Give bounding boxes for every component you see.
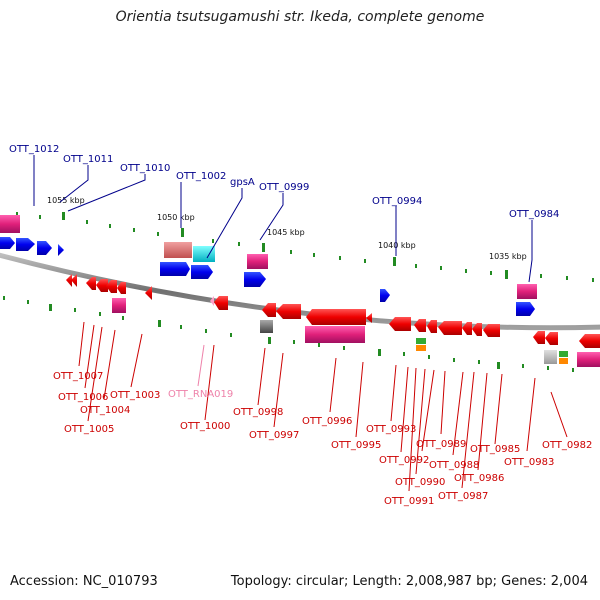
gene-label[interactable]: OTT_0994 — [372, 196, 422, 207]
gene-label[interactable]: OTT_0983 — [504, 457, 554, 468]
kbp-label: 1040 kbp — [378, 241, 416, 250]
reverse-gene[interactable] — [579, 334, 600, 348]
tick-marks-outer — [16, 212, 594, 282]
rna-feature[interactable] — [210, 296, 214, 306]
gene-label[interactable]: OTT_0992 — [379, 455, 429, 466]
gene-label[interactable]: OTT_0988 — [429, 460, 479, 471]
gene-label[interactable]: OTT_RNA019 — [168, 389, 233, 400]
kbp-label: 1045 kbp — [267, 228, 305, 237]
reverse-gene[interactable] — [262, 303, 276, 317]
pseudogene-feature[interactable] — [305, 326, 365, 343]
pseudogene-feature[interactable] — [517, 284, 537, 299]
reverse-gene[interactable] — [214, 296, 228, 310]
gene-label[interactable]: OTT_1004 — [80, 405, 130, 416]
reverse-gene[interactable] — [438, 321, 462, 335]
gene-label[interactable]: OTT_0991 — [384, 496, 434, 507]
trna-feature[interactable] — [193, 246, 215, 262]
reverse-gene[interactable] — [86, 277, 96, 290]
reverse-gene[interactable] — [66, 274, 72, 287]
reverse-gene[interactable] — [117, 282, 126, 294]
reverse-gene-labels: OTT_1007 OTT_1006 OTT_1005 OTT_1004 OTT_… — [53, 371, 592, 507]
kbp-label: 1050 kbp — [157, 213, 195, 222]
reverse-gene[interactable] — [96, 279, 108, 292]
reverse-gene[interactable] — [462, 322, 472, 335]
gene-label[interactable]: OTT_0995 — [331, 440, 381, 451]
gene-label[interactable]: OTT_1003 — [110, 390, 160, 401]
forward-gene[interactable] — [37, 241, 52, 255]
forward-gene[interactable] — [380, 289, 390, 302]
gene-label[interactable]: OTT_0999 — [259, 182, 309, 193]
gene-label[interactable]: OTT_1010 — [120, 163, 170, 174]
gene-label[interactable]: OTT_1006 — [58, 392, 108, 403]
reverse-features — [66, 274, 600, 367]
rna-leader-line — [197, 344, 205, 387]
gene-label[interactable]: OTT_0990 — [395, 477, 445, 488]
reverse-gene[interactable] — [106, 280, 117, 293]
gene-label[interactable]: OTT_1002 — [176, 171, 226, 182]
gene-label[interactable]: OTT_0993 — [366, 424, 416, 435]
reverse-gene[interactable] — [533, 331, 545, 344]
gene-label[interactable]: OTT_1007 — [53, 371, 103, 382]
reverse-gene[interactable] — [427, 320, 437, 333]
tick-marks-inner — [3, 296, 574, 372]
gene-label[interactable]: OTT_0998 — [233, 407, 283, 418]
gene-label[interactable]: OTT_1012 — [9, 144, 59, 155]
forward-gene[interactable] — [160, 262, 190, 276]
gene-label[interactable]: OTT_0997 — [249, 430, 299, 441]
gene-label[interactable]: OTT_1005 — [64, 424, 114, 435]
accession-text: Accession: NC_010793 — [10, 574, 158, 589]
reverse-gene[interactable] — [306, 309, 366, 325]
forward-features — [0, 215, 537, 316]
gene-label[interactable]: OTT_0986 — [454, 473, 504, 484]
reverse-gene[interactable] — [389, 317, 411, 331]
gene-label[interactable]: OTT_1000 — [180, 421, 230, 432]
forward-gene[interactable] — [58, 244, 64, 256]
pseudogene-feature[interactable] — [577, 352, 600, 367]
topology-text: Topology: circular; Length: 2,008,987 bp… — [230, 574, 588, 589]
rrna-feature[interactable] — [164, 242, 192, 258]
kbp-label: 1055 kbp — [47, 196, 85, 205]
forward-gene[interactable] — [16, 238, 35, 251]
other-feature[interactable] — [260, 320, 273, 333]
pseudogene-feature[interactable] — [0, 215, 20, 233]
other-feature[interactable] — [559, 358, 568, 364]
other-feature[interactable] — [416, 338, 426, 344]
reverse-gene[interactable] — [483, 324, 500, 337]
reverse-gene[interactable] — [145, 286, 152, 300]
reverse-gene[interactable] — [545, 332, 558, 345]
forward-gene-labels: OTT_1012 OTT_1011 OTT_1010 OTT_1002 gpsA… — [9, 144, 559, 220]
gene-label[interactable]: OTT_0989 — [416, 439, 466, 450]
forward-gene[interactable] — [516, 302, 535, 316]
gene-label[interactable]: OTT_0985 — [470, 444, 520, 455]
gene-label[interactable]: OTT_1011 — [63, 154, 113, 165]
forward-leader-lines — [33, 155, 533, 283]
reverse-gene[interactable] — [414, 319, 426, 332]
gene-label[interactable]: OTT_0984 — [509, 209, 559, 220]
reverse-gene[interactable] — [71, 274, 77, 287]
other-feature[interactable] — [559, 351, 568, 357]
gene-label[interactable]: OTT_0982 — [542, 440, 592, 451]
kbp-label: 1035 kbp — [489, 252, 527, 261]
other-feature[interactable] — [544, 350, 557, 364]
gene-label[interactable]: OTT_0987 — [438, 491, 488, 502]
reverse-gene[interactable] — [472, 323, 482, 336]
reverse-leader-lines — [78, 321, 568, 492]
pseudogene-feature[interactable] — [112, 298, 126, 313]
pseudogene-feature[interactable] — [247, 254, 268, 269]
forward-gene[interactable] — [0, 237, 15, 249]
genome-title: Orientia tsutsugamushi str. Ikeda, compl… — [115, 9, 485, 25]
gene-label[interactable]: OTT_0996 — [302, 416, 352, 427]
forward-gene[interactable] — [191, 265, 213, 279]
forward-gene[interactable] — [244, 272, 266, 287]
reverse-gene[interactable] — [276, 304, 301, 319]
reverse-gene[interactable] — [366, 313, 372, 323]
kbp-labels: 1055 kbp 1050 kbp 1045 kbp 1040 kbp 1035… — [47, 196, 527, 261]
gene-label[interactable]: gpsA — [230, 177, 255, 188]
other-feature[interactable] — [416, 345, 426, 351]
